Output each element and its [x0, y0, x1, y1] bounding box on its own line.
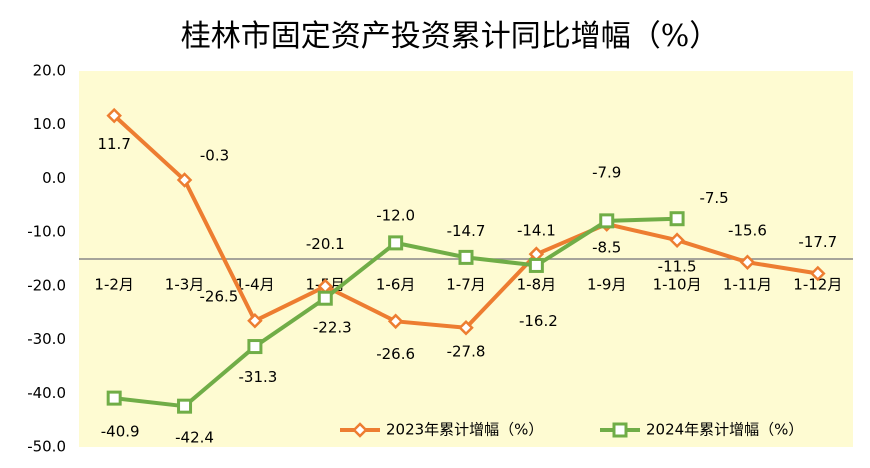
data-label: -27.8: [447, 342, 486, 360]
data-label: -7.5: [699, 189, 728, 207]
x-tick-label: 1-6月: [376, 276, 416, 294]
y-tick-label: -10.0: [27, 223, 66, 241]
data-label: -31.3: [239, 368, 278, 386]
marker: [387, 313, 404, 330]
marker: [739, 254, 756, 270]
y-tick-label: -40.0: [27, 384, 66, 402]
marker: [106, 390, 122, 406]
marker: [458, 319, 474, 336]
data-label: -17.7: [798, 233, 837, 251]
y-tick-label: -20.0: [27, 276, 66, 294]
x-tick-label: 1-8月: [517, 276, 557, 294]
data-label: -40.9: [101, 423, 140, 441]
data-label: -14.7: [447, 222, 486, 240]
y-tick-label: -50.0: [27, 438, 66, 456]
legend-label: 2024年累计增幅（%）: [646, 421, 803, 439]
marker: [177, 398, 193, 414]
marker: [669, 232, 685, 248]
y-tick-label: 0.0: [42, 169, 66, 187]
x-tick-label: 1-12月: [793, 276, 842, 294]
data-label: -8.5: [592, 239, 621, 257]
marker: [810, 265, 826, 282]
data-label: -15.6: [728, 222, 767, 240]
marker: [247, 313, 263, 329]
y-tick-label: 20.0: [33, 62, 66, 80]
x-tick-label: 1-10月: [653, 276, 702, 294]
data-label: -16.2: [519, 312, 558, 330]
data-label: -22.3: [313, 319, 352, 337]
data-label: -14.1: [517, 222, 556, 240]
legend-label: 2023年累计增幅（%）: [386, 421, 543, 439]
data-label: -0.3: [200, 147, 229, 165]
data-label: -12.0: [376, 206, 415, 224]
legend-marker: [352, 422, 368, 438]
marker: [317, 290, 333, 306]
data-label: -42.4: [175, 429, 214, 447]
x-tick-label: 1-7月: [446, 276, 486, 294]
x-tick-label: 1-3月: [165, 276, 205, 294]
data-label: 11.7: [97, 135, 130, 153]
marker: [458, 249, 474, 265]
data-label: -20.1: [306, 235, 345, 253]
marker: [247, 339, 263, 355]
marker: [669, 211, 685, 227]
marker: [176, 172, 193, 188]
marker: [106, 107, 122, 124]
marker: [388, 235, 404, 251]
chart-title: 桂林市固定资产投资累计同比增幅（%）: [181, 19, 720, 54]
marker: [599, 213, 615, 229]
x-tick-label: 1-11月: [723, 276, 772, 294]
marker: [528, 257, 544, 273]
data-label: -11.5: [658, 258, 697, 276]
y-tick-label: -30.0: [27, 330, 66, 348]
data-label: -7.9: [592, 163, 621, 181]
data-label: -26.5: [200, 287, 239, 305]
x-tick-label: 1-4月: [235, 276, 275, 294]
x-tick-label: 1-2月: [94, 276, 134, 294]
data-label: -26.6: [376, 345, 415, 363]
y-tick-label: 10.0: [33, 115, 66, 133]
x-tick-label: 1-9月: [587, 276, 627, 294]
legend-marker: [612, 422, 628, 438]
